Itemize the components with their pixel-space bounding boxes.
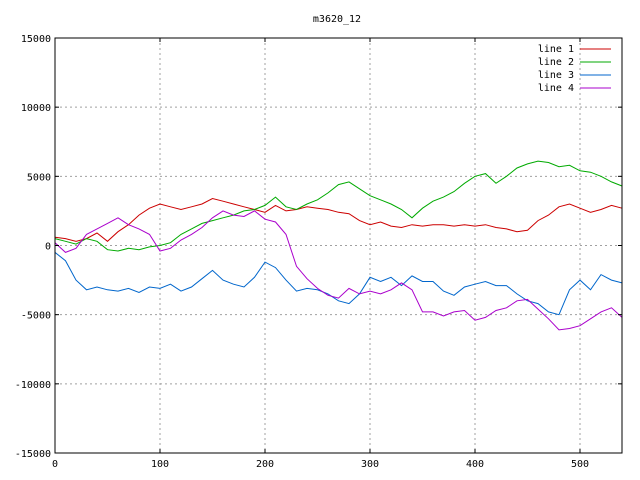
x-tick-label: 0 [52,459,58,470]
y-tick-label: 10000 [21,103,51,114]
y-tick-label: -10000 [15,380,51,391]
legend: line 1 line 2 line 3 line 4 [538,44,611,94]
axis-ticks: 0 100 200 300 400 500 -15000 -10000 -5000 0 5000 10… [15,34,622,470]
legend-label-1: line 1 [538,44,574,55]
x-tick-label: 100 [151,459,169,470]
legend-label-4: line 4 [538,83,574,94]
series-line-2 [54,160,623,252]
x-tick-label: 300 [361,459,379,470]
y-tick-label: -5000 [21,311,51,322]
series-line-1 [54,197,623,242]
y-tick-label: 0 [45,242,51,253]
x-tick-label: 200 [256,459,274,470]
series-line-3 [54,252,623,316]
x-tick-label: 500 [571,459,589,470]
series-line-4 [54,210,623,331]
y-tick-label: -15000 [15,449,51,460]
y-tick-label: 15000 [21,34,51,45]
series-group [54,160,623,331]
chart-title: m3620_12 [313,14,361,25]
y-tick-label: 5000 [27,172,51,183]
grid [55,38,622,453]
x-tick-label: 400 [466,459,484,470]
legend-label-3: line 3 [538,70,574,81]
legend-label-2: line 2 [538,57,574,68]
